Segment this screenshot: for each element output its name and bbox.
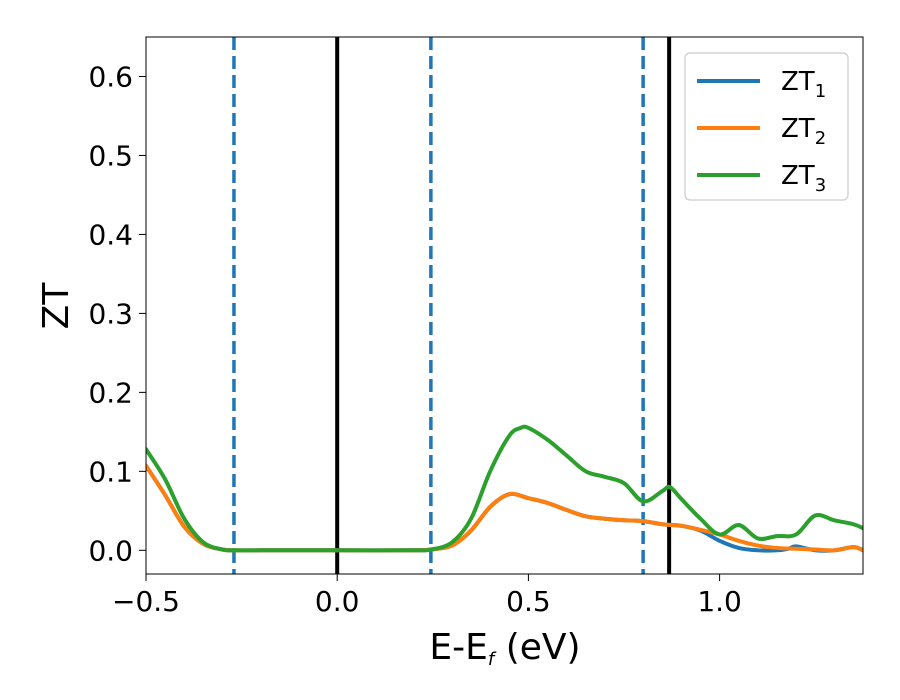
series-lines — [146, 424, 863, 553]
x-axis-title: E-Ef (eV) — [429, 627, 580, 670]
y-axis-title: ZT — [36, 282, 77, 330]
legend-label-zt2: ZT2 — [781, 114, 826, 149]
legend-box — [684, 52, 849, 201]
y-tick-label: 0.1 — [88, 455, 133, 488]
y-tick-label: 0.0 — [88, 534, 133, 567]
y-tick-label: 0.3 — [88, 297, 133, 330]
plot-frame — [145, 36, 864, 575]
y-tick-label: 0.5 — [88, 139, 133, 172]
y-tick-label: 0.4 — [88, 218, 133, 251]
y-axis-ticks: 0.0 0.1 0.2 0.3 0.4 0.5 0.6 — [88, 60, 146, 567]
legend: ZT1 ZT2 ZT3 — [684, 52, 849, 201]
x-tick-label: 0.0 — [315, 585, 360, 618]
axes-frame — [145, 36, 864, 575]
x-tick-label: 0.5 — [506, 585, 551, 618]
legend-label-zt1: ZT1 — [781, 67, 826, 102]
x-tick-label: −0.5 — [112, 585, 180, 618]
legend-label-zt3: ZT3 — [781, 161, 826, 196]
vertical-reference-lines — [232, 37, 672, 574]
x-axis-ticks: −0.5 0.0 0.5 1.0 — [112, 574, 742, 618]
x-tick-label: 1.0 — [697, 585, 742, 618]
series-line-zt3 — [146, 424, 863, 553]
y-tick-label: 0.6 — [88, 60, 133, 93]
y-tick-label: 0.2 — [88, 376, 133, 409]
